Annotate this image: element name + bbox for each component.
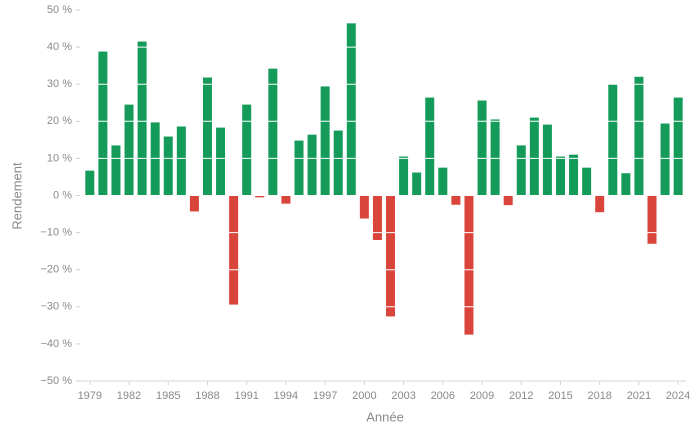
bar xyxy=(516,145,526,196)
bar xyxy=(399,156,409,196)
bar xyxy=(202,77,212,196)
bar xyxy=(346,23,356,196)
bar xyxy=(320,86,330,196)
bar xyxy=(608,84,618,196)
bar xyxy=(582,167,592,196)
y-tick-label: 30 % xyxy=(47,78,72,90)
bar xyxy=(255,195,265,198)
y-tick-label: −50 % xyxy=(41,375,73,387)
bar xyxy=(216,127,226,196)
y-tick-label: −10 % xyxy=(41,227,73,239)
bar xyxy=(542,124,552,196)
y-tick-label: −40 % xyxy=(41,338,73,350)
bar xyxy=(163,136,173,196)
bar xyxy=(386,195,396,317)
x-axis-title: Année xyxy=(366,409,404,424)
y-tick-label: 50 % xyxy=(47,4,72,16)
bar xyxy=(372,195,382,241)
bar xyxy=(150,122,160,196)
bar xyxy=(490,119,500,196)
x-tick-label: 1997 xyxy=(313,390,337,402)
x-tick-label: 1994 xyxy=(274,390,298,402)
x-tick-label: 2006 xyxy=(431,390,455,402)
bar xyxy=(242,104,252,196)
bar xyxy=(673,97,683,196)
bar xyxy=(307,134,317,196)
bar xyxy=(281,195,291,204)
bar xyxy=(621,173,631,196)
bar xyxy=(555,156,565,196)
bar xyxy=(137,41,147,196)
x-tick-label: 2000 xyxy=(352,390,376,402)
bar xyxy=(359,195,369,219)
y-tick-label: −30 % xyxy=(41,301,73,313)
bar xyxy=(412,172,422,196)
bar xyxy=(333,130,343,196)
bar xyxy=(98,51,108,196)
bar xyxy=(451,195,461,205)
bar xyxy=(111,145,121,196)
x-tick-label: 1991 xyxy=(234,390,258,402)
x-tick-label: 2003 xyxy=(391,390,415,402)
bar xyxy=(503,195,513,206)
bar xyxy=(464,195,474,335)
y-tick-label: 10 % xyxy=(47,152,72,164)
bar xyxy=(660,123,670,196)
x-tick-label: 2018 xyxy=(587,390,611,402)
x-tick-label: 1988 xyxy=(195,390,219,402)
y-axis-title: Rendement xyxy=(9,162,24,230)
x-tick-label: 2009 xyxy=(470,390,494,402)
y-tick-label: 40 % xyxy=(47,41,72,53)
bar xyxy=(124,104,134,196)
bar xyxy=(425,97,435,196)
bar xyxy=(229,195,239,305)
y-tick-label: −20 % xyxy=(41,264,73,276)
x-tick-label: 1982 xyxy=(117,390,141,402)
x-tick-label: 2021 xyxy=(627,390,651,402)
x-tick-label: 2015 xyxy=(548,390,572,402)
bar xyxy=(268,68,278,196)
bar xyxy=(647,195,657,244)
y-tick-label: 20 % xyxy=(47,115,72,127)
bar xyxy=(176,126,186,196)
x-tick-label: 2024 xyxy=(666,390,690,402)
bar xyxy=(595,195,605,213)
x-tick-label: 2012 xyxy=(509,390,533,402)
bar xyxy=(634,76,644,196)
bar xyxy=(569,154,579,196)
x-tick-label: 1985 xyxy=(156,390,180,402)
y-tick-label: 0 % xyxy=(53,189,72,201)
bar xyxy=(477,100,487,196)
bar xyxy=(438,167,448,196)
bar xyxy=(529,117,539,196)
bar xyxy=(189,195,199,212)
bar xyxy=(85,170,95,196)
bar xyxy=(294,140,304,196)
x-tick-label: 1979 xyxy=(78,390,102,402)
